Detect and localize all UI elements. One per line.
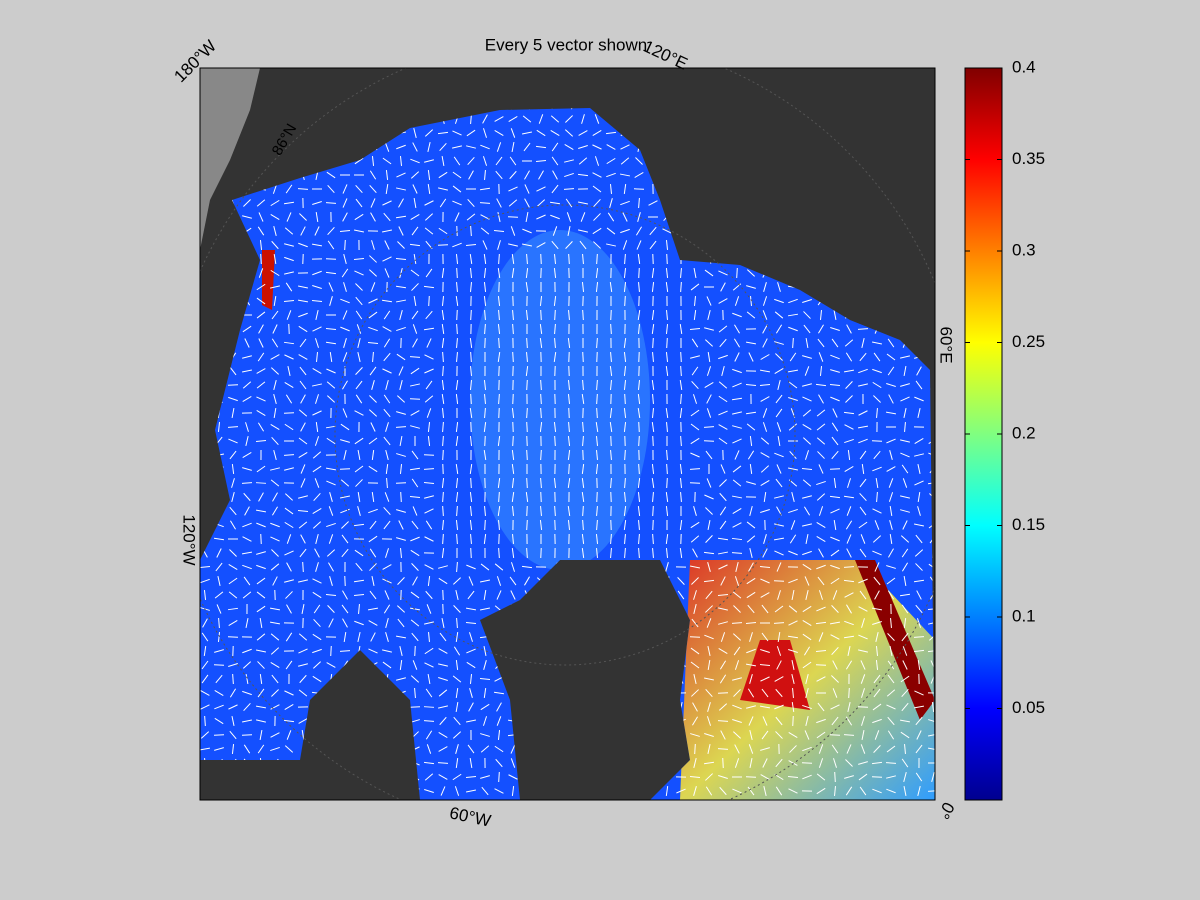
colorbar-tick-label: 0.15 <box>1012 515 1045 534</box>
title: Every 5 vector shown <box>485 35 648 54</box>
map <box>200 68 935 800</box>
longitude-label: 120°W <box>180 514 199 565</box>
colorbar-axis: 0.05 0.1 0.15 0.2 0.25 0.3 0.35 0.4 <box>965 57 1045 717</box>
longitude-label: 60°W <box>448 803 493 830</box>
transpolar-drift <box>470 230 650 570</box>
colorbar-tick-label: 0.35 <box>1012 149 1045 168</box>
colorbar-tick-label: 0.4 <box>1012 57 1036 76</box>
colorbar-tick-label: 0.3 <box>1012 240 1036 259</box>
colorbar-tick-label: 0.25 <box>1012 332 1045 351</box>
longitude-label: 0° <box>934 799 959 823</box>
colorbar-tick-label: 0.1 <box>1012 606 1036 625</box>
colorbar-tick-label: 0.05 <box>1012 698 1045 717</box>
grey-land <box>200 68 260 250</box>
fram-strait-current <box>680 560 935 800</box>
longitude-label: 60°E <box>937 326 956 363</box>
map-frame <box>199 67 936 801</box>
strong-current <box>855 560 935 720</box>
parallel <box>334 204 796 666</box>
strong-current <box>262 250 275 310</box>
colorbar <box>964 67 1003 801</box>
colorbar-tick-label: 0.2 <box>1012 423 1036 442</box>
